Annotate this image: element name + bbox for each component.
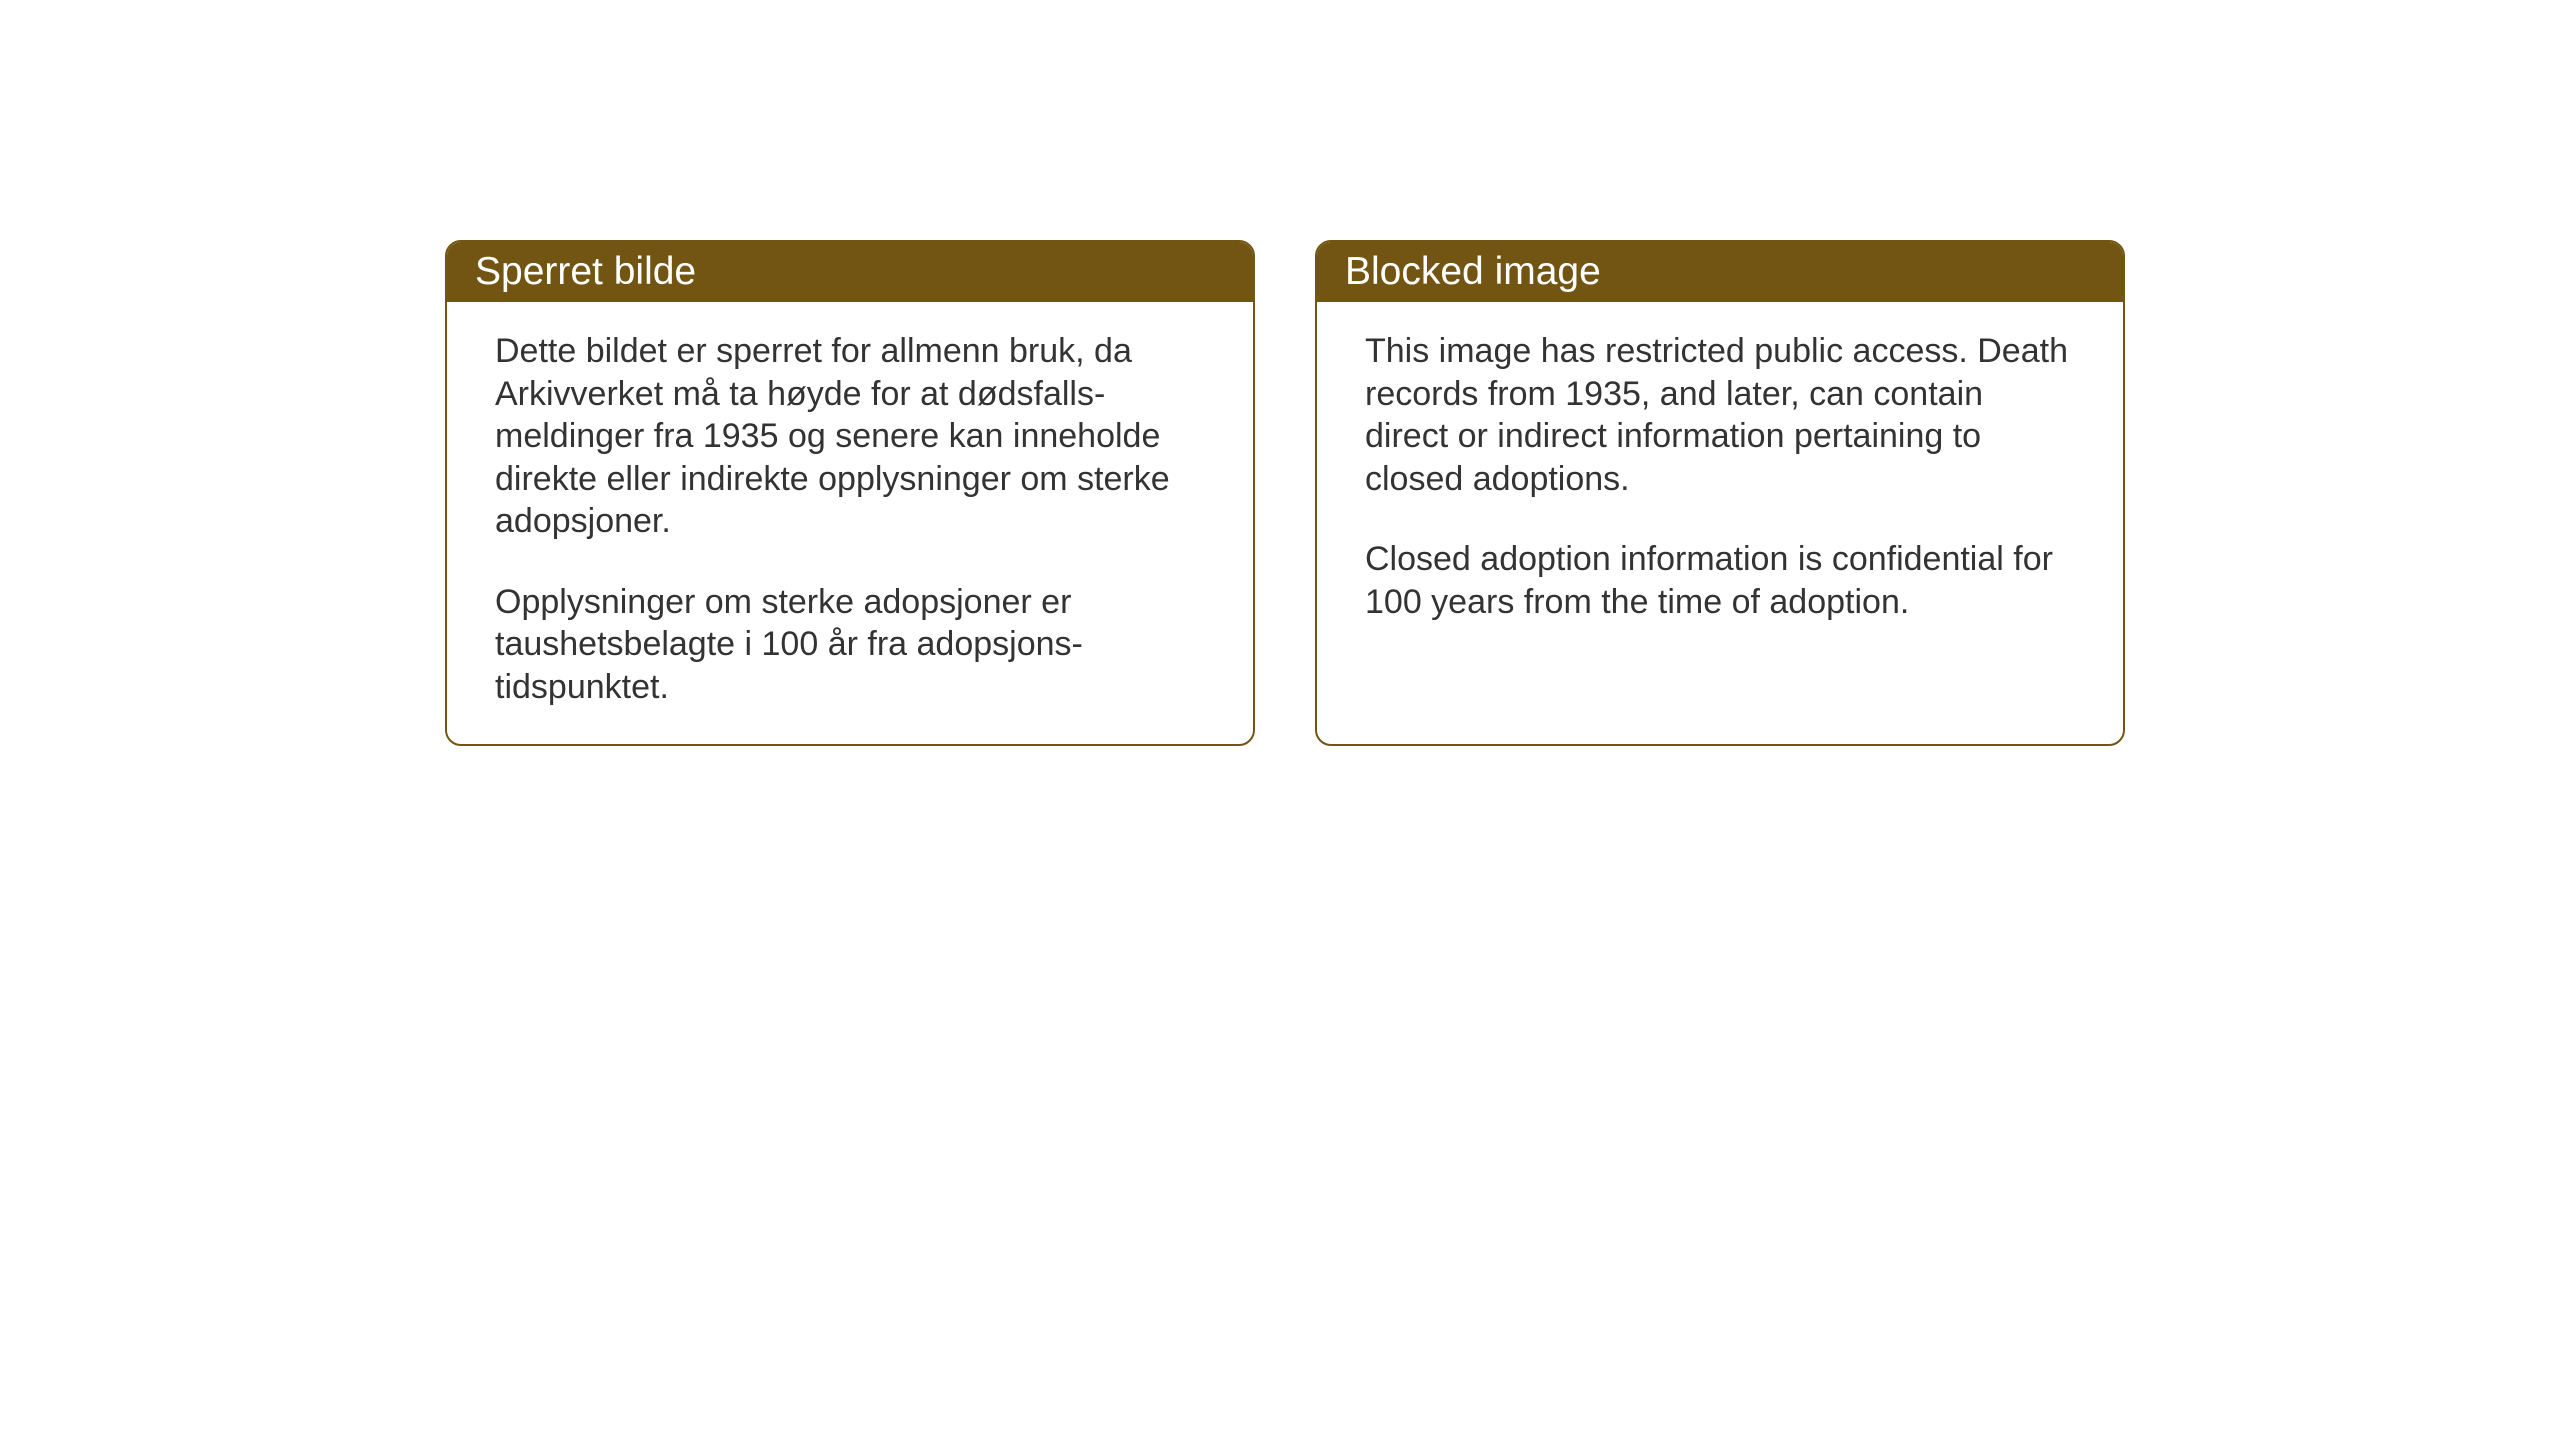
paragraph-english-2: Closed adoption information is confident… [1365, 538, 2075, 623]
paragraph-norwegian-2: Opplysninger om sterke adopsjoner er tau… [495, 581, 1205, 709]
paragraph-english-1: This image has restricted public access.… [1365, 330, 2075, 500]
notice-card-english: Blocked image This image has restricted … [1315, 240, 2125, 746]
card-title-norwegian: Sperret bilde [475, 250, 696, 293]
card-title-english: Blocked image [1345, 250, 1601, 293]
paragraph-norwegian-1: Dette bildet er sperret for allmenn bruk… [495, 330, 1205, 543]
card-header-norwegian: Sperret bilde [447, 242, 1253, 302]
notice-card-norwegian: Sperret bilde Dette bildet er sperret fo… [445, 240, 1255, 746]
card-body-norwegian: Dette bildet er sperret for allmenn bruk… [447, 302, 1253, 744]
card-header-english: Blocked image [1317, 242, 2123, 302]
notice-container: Sperret bilde Dette bildet er sperret fo… [445, 240, 2125, 746]
card-body-english: This image has restricted public access.… [1317, 302, 2123, 742]
